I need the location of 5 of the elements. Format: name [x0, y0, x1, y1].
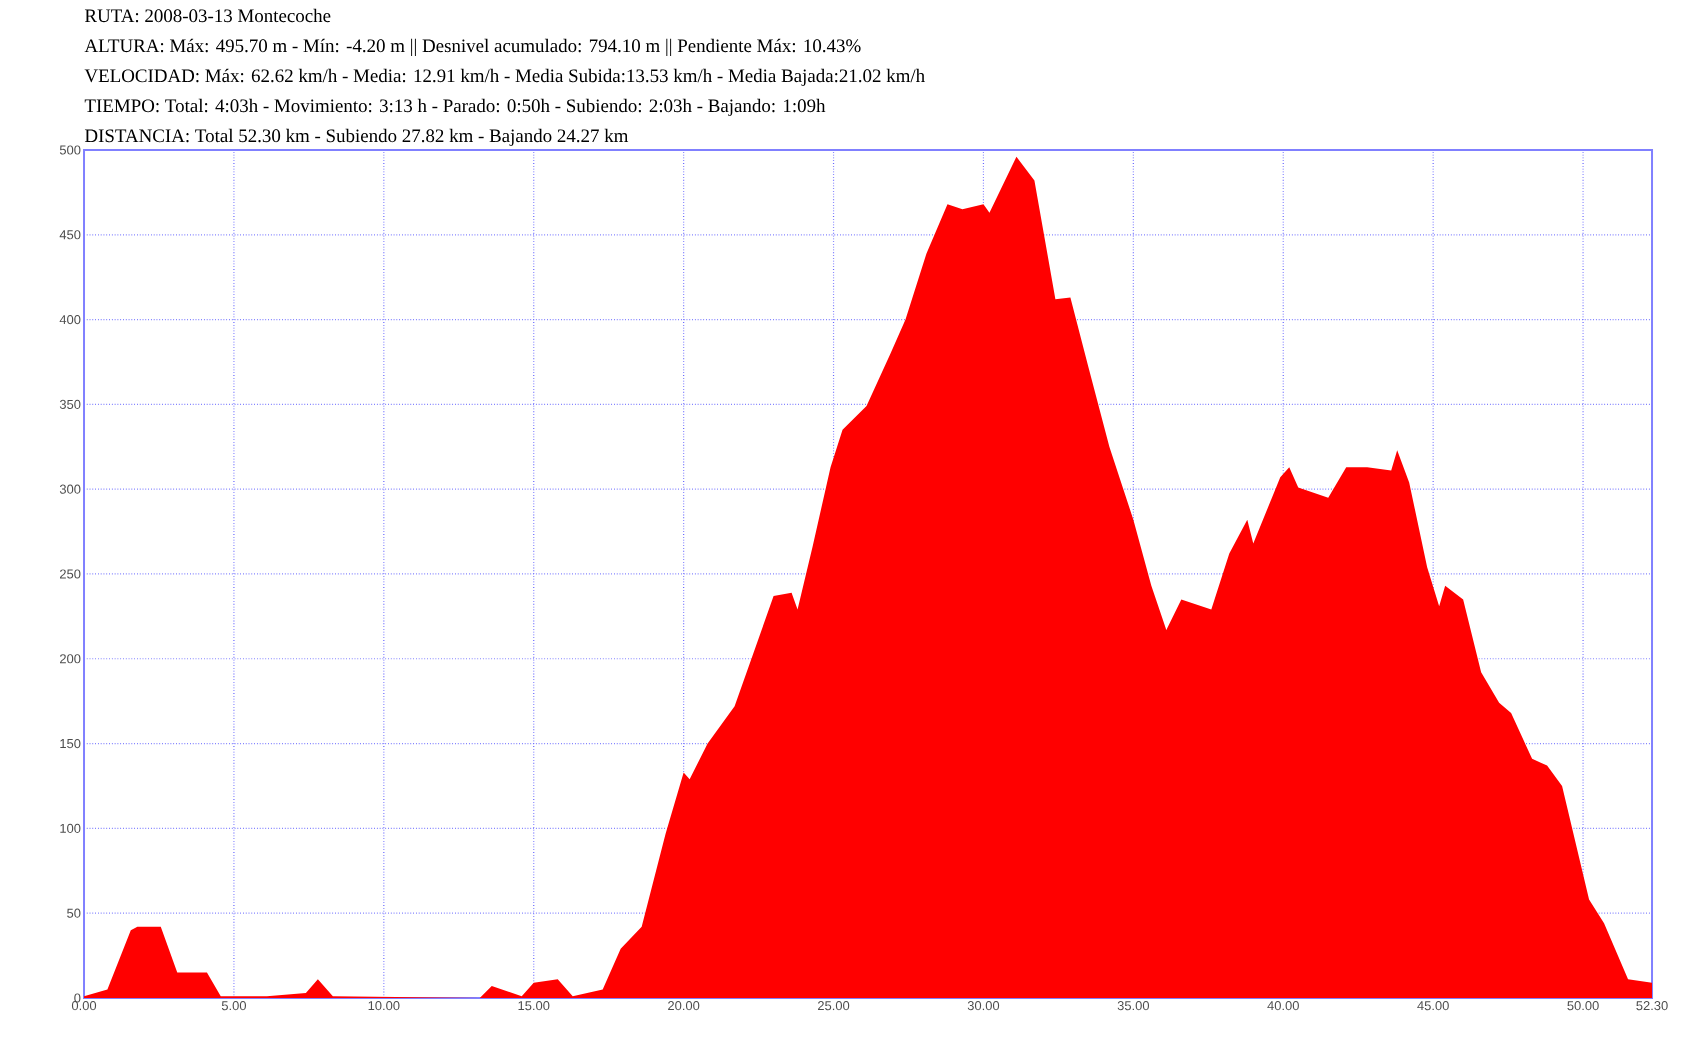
- text: TIEMPO: Total: 4:03h - Movimiento: 3:13 h - Parado: 0:50h - Subiendo: 2:03h - Bajando: 1:09h: [84, 98, 826, 116]
- chart-title: RUTA: 2008-03-13 Montecoche: [84, 8, 331, 23]
- text: ALTURA: Máx: 495.70 m - Mín: -4.20 m || Desnivel acumulado: 794.10 m || Pendiente Máx: 10.43%: [84, 38, 861, 57]
- text: VELOCIDAD: Máx: 62.62 km/h - Media: 12.91 km/h - Media Subida:13.53 km/h - Media Bajada:21.02 km/h: [84, 68, 925, 86]
- text: DISTANCIA: Total 52.30 km - Subiendo 27.82 km - Bajando 24.27 km: [84, 128, 629, 146]
